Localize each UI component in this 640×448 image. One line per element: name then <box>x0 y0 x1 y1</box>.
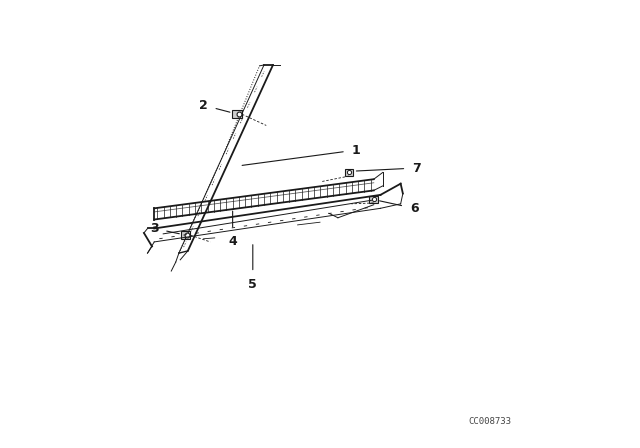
Text: 4: 4 <box>228 211 237 249</box>
Text: 6: 6 <box>380 201 419 215</box>
Text: 5: 5 <box>248 245 257 291</box>
Text: 3: 3 <box>150 222 179 235</box>
Text: 2: 2 <box>199 99 230 112</box>
Polygon shape <box>232 110 242 118</box>
Polygon shape <box>369 196 378 203</box>
Polygon shape <box>180 231 191 239</box>
Text: 7: 7 <box>356 161 420 175</box>
Text: CC008733: CC008733 <box>468 417 512 426</box>
Text: 1: 1 <box>242 143 360 165</box>
Polygon shape <box>345 169 353 176</box>
